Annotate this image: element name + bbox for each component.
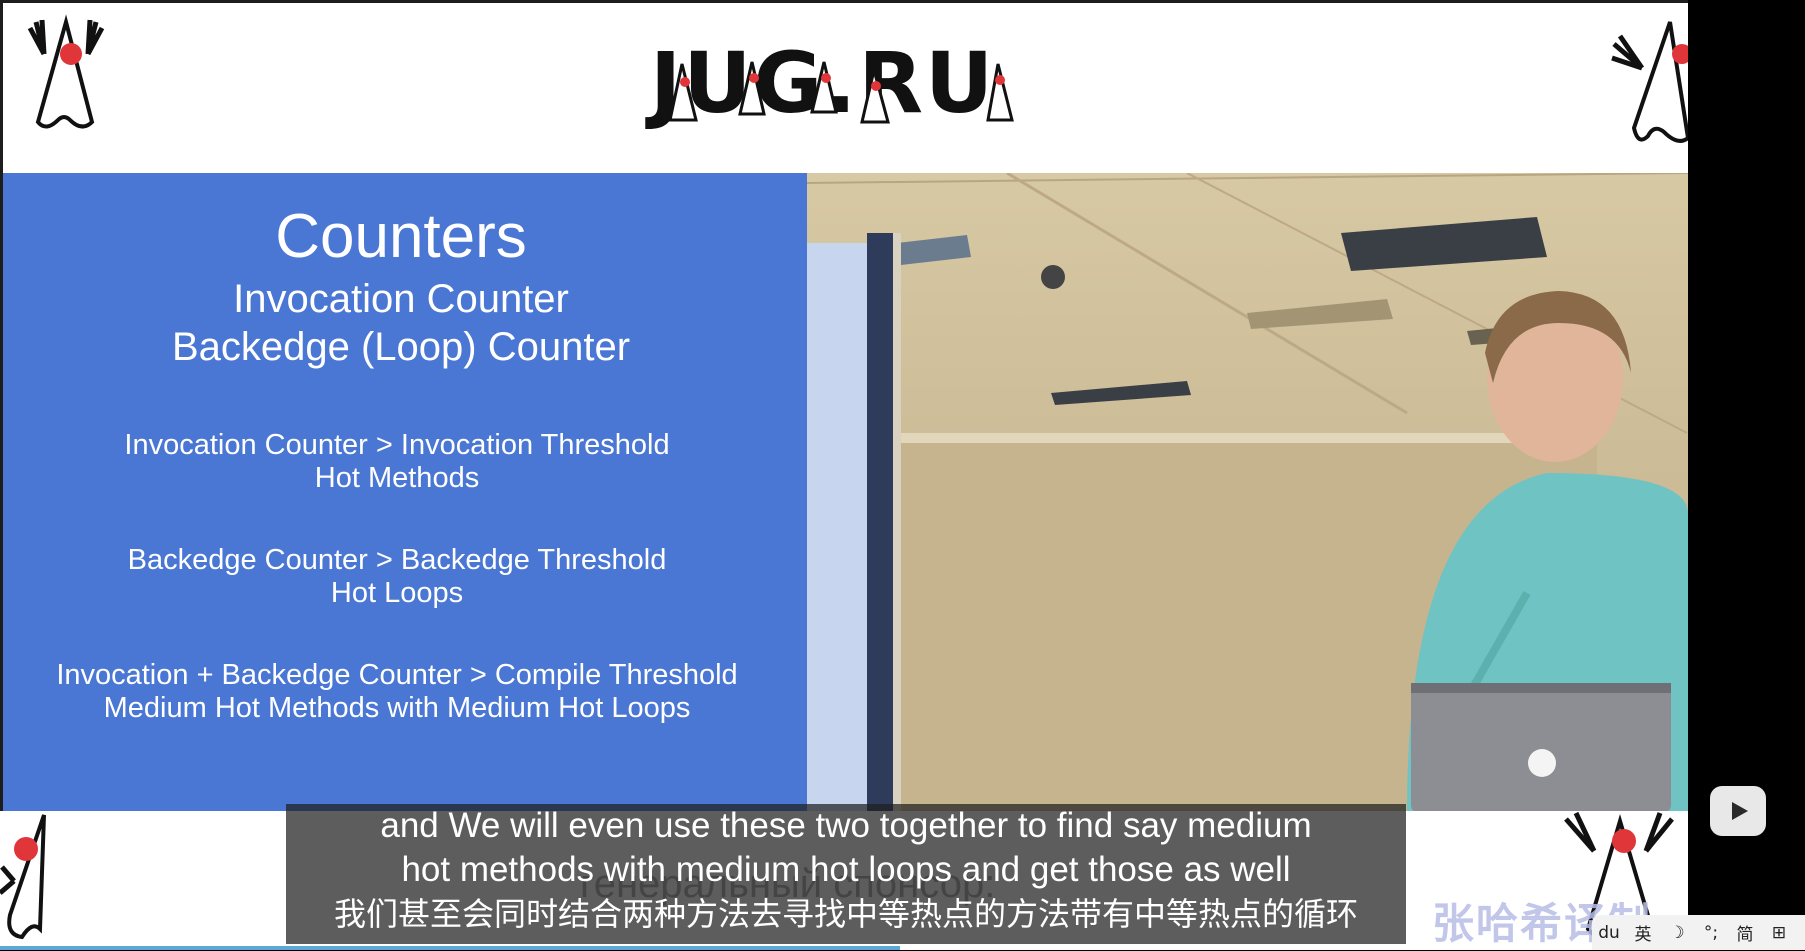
slide-rule-backedge: Backedge Counter > Backedge Threshold Ho… xyxy=(3,544,791,610)
rule-condition: Backedge Counter > Backedge Threshold xyxy=(127,544,667,576)
subtitle-box: and We will even use these two together … xyxy=(286,804,1406,944)
slide-rule-combined: Invocation + Backedge Counter > Compile … xyxy=(3,659,791,725)
slide-subtitle-line: Backedge (Loop) Counter xyxy=(171,325,631,369)
play-button[interactable] xyxy=(1710,786,1766,836)
frame-border xyxy=(0,0,1688,3)
speaker-video xyxy=(807,173,1688,811)
slide-subtitle: Invocation Counter Backedge (Loop) Count… xyxy=(3,275,799,371)
rule-result: Medium Hot Methods with Medium Hot Loops xyxy=(103,692,691,724)
slide-subtitle-line: Invocation Counter xyxy=(233,277,569,321)
punctuation-icon[interactable]: °; xyxy=(1703,922,1719,943)
video-frame[interactable]: JUG.RU Counters Invocation Counter Backe… xyxy=(0,0,1688,950)
subtitle-english-line: and We will even use these two together … xyxy=(380,806,1312,845)
rule-condition: Invocation Counter > Invocation Threshol… xyxy=(124,429,670,461)
duke-mascot-icon xyxy=(0,814,46,940)
rule-result: Hot Loops xyxy=(330,577,464,609)
subtitle-chinese-line: 我们甚至会同时结合两种方法去寻找中等热点的方法带有中等热点的循环 xyxy=(333,895,1358,933)
subtitle-english-line: hot methods with medium hot loops and ge… xyxy=(401,850,1291,889)
lang-toggle-icon[interactable]: 英 xyxy=(1634,925,1652,945)
play-icon xyxy=(1724,786,1752,820)
baidu-paw-icon[interactable]: du xyxy=(1598,922,1620,943)
duke-mascot-icon xyxy=(1611,21,1688,143)
speaker-scene xyxy=(807,173,1688,811)
ime-toolbar: du 英 ☽ °; 简 ⊞ xyxy=(1592,915,1805,950)
duke-mascot-icon xyxy=(27,14,105,129)
grid-menu-icon[interactable]: ⊞ xyxy=(1771,922,1787,943)
frame-edge xyxy=(0,0,3,950)
presentation-slide: Counters Invocation Counter Backedge (Lo… xyxy=(3,173,807,811)
logo-duke-icon xyxy=(668,61,1014,124)
slide-title: Counters xyxy=(275,202,527,271)
slide-rule-invocation: Invocation Counter > Invocation Threshol… xyxy=(3,429,791,495)
rule-result: Hot Methods xyxy=(314,462,480,494)
simplified-toggle[interactable]: 简 xyxy=(1736,925,1754,945)
moon-icon[interactable]: ☽ xyxy=(1669,922,1685,943)
rule-condition: Invocation + Backedge Counter > Compile … xyxy=(56,659,738,691)
progress-strip xyxy=(0,946,900,950)
